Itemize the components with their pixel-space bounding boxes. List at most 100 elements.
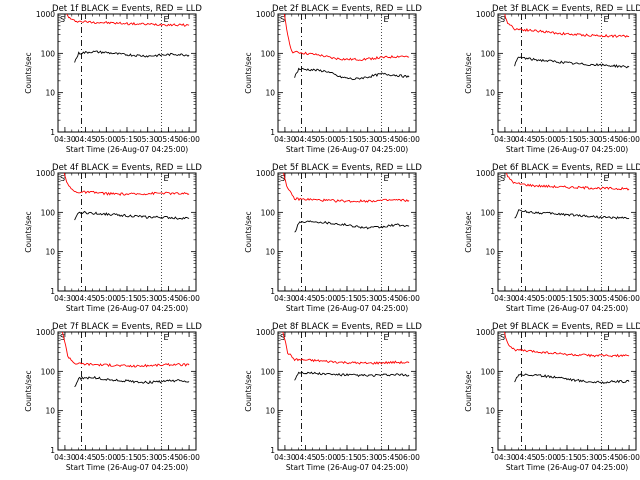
y-axis-label: Counts/sec (464, 370, 473, 411)
plot-frame (497, 13, 637, 133)
x-tick-label: 05:45 (598, 135, 620, 144)
y-tick-label: 1000 (476, 328, 495, 337)
start-marker-label: S (60, 15, 65, 24)
start-marker-label: S (500, 174, 505, 183)
x-tick-label: 05:00 (95, 453, 117, 462)
y-tick-label: 1 (490, 128, 495, 137)
x-axis-label: Start Time (26-Aug-07 04:25:00) (286, 304, 408, 313)
series-lld-red (282, 332, 410, 365)
series-lld-red (66, 14, 190, 27)
x-axis-label: Start Time (26-Aug-07 04:25:00) (506, 304, 628, 313)
y-tick-label: 1000 (256, 328, 275, 337)
start-marker-label: S (500, 15, 505, 24)
y-tick-label: 1000 (36, 328, 55, 337)
x-tick-label: 05:15 (336, 135, 358, 144)
x-tick-label: 05:30 (357, 294, 379, 303)
start-marker-label: S (60, 174, 65, 183)
end-marker-label: E (604, 174, 609, 183)
y-tick-label: 100 (481, 367, 496, 376)
y-tick-label: 1000 (36, 169, 55, 178)
x-tick-label: 05:00 (535, 294, 557, 303)
x-tick-label: 06:00 (398, 135, 420, 144)
x-tick-label: 06:00 (618, 294, 640, 303)
x-tick-label: 04:30 (274, 294, 296, 303)
end-marker-label: E (164, 15, 169, 24)
x-tick-label: 05:00 (535, 135, 557, 144)
end-marker-label: E (384, 333, 389, 342)
end-marker-label: E (164, 174, 169, 183)
y-tick-label: 100 (481, 208, 496, 217)
series-lld-red (63, 173, 190, 196)
x-tick-label: 05:15 (336, 294, 358, 303)
y-tick-label: 10 (265, 89, 275, 98)
y-tick-label: 10 (485, 248, 495, 257)
x-tick-label: 06:00 (398, 453, 420, 462)
panel-det-2: Det 2f BLACK = Events, RED = LLD 1 10 100 10… (244, 4, 422, 154)
y-axis-label: Counts/sec (244, 211, 253, 252)
x-tick-label: 05:30 (137, 453, 159, 462)
y-tick-label: 10 (265, 407, 275, 416)
x-tick-label: 05:15 (556, 453, 578, 462)
series-lld-red (504, 14, 630, 38)
end-marker-label: E (164, 333, 169, 342)
panel-det-1: Det 1f BLACK = Events, RED = LLD 1 10 100 10… (24, 4, 202, 154)
y-tick-label: 10 (265, 248, 275, 257)
series-events-black (294, 220, 410, 233)
y-tick-label: 1 (50, 128, 55, 137)
x-tick-label: 05:00 (95, 294, 117, 303)
y-tick-label: 1 (270, 128, 275, 137)
y-tick-label: 1000 (476, 169, 495, 178)
x-axis-label: Start Time (26-Aug-07 04:25:00) (66, 304, 188, 313)
series-lld-red (283, 14, 410, 61)
x-tick-label: 05:15 (556, 294, 578, 303)
x-axis-label: Start Time (26-Aug-07 04:25:00) (286, 145, 408, 154)
y-tick-label: 10 (45, 248, 55, 257)
series-events-black (74, 210, 190, 221)
x-axis-label: Start Time (26-Aug-07 04:25:00) (66, 145, 188, 154)
y-axis-label: Counts/sec (464, 52, 473, 93)
series-events-black (514, 209, 630, 220)
y-tick-label: 1 (50, 287, 55, 296)
start-marker-label: S (60, 333, 65, 342)
x-tick-label: 05:30 (577, 294, 599, 303)
x-tick-label: 04:45 (75, 294, 97, 303)
x-tick-label: 04:30 (54, 135, 76, 144)
x-axis-label: Start Time (26-Aug-07 04:25:00) (66, 463, 188, 472)
plot-frame (57, 172, 197, 292)
series-lld-red (283, 173, 410, 203)
x-tick-label: 05:30 (577, 453, 599, 462)
series-events-black (74, 50, 190, 63)
x-tick-label: 04:45 (75, 453, 97, 462)
series-lld-red (503, 332, 630, 358)
x-tick-label: 04:30 (494, 453, 516, 462)
y-tick-label: 100 (41, 208, 56, 217)
y-tick-label: 100 (261, 208, 276, 217)
x-tick-label: 05:15 (116, 135, 138, 144)
series-events-black (294, 67, 410, 81)
plot-frame (277, 172, 417, 292)
x-tick-label: 05:15 (116, 294, 138, 303)
y-tick-label: 1000 (476, 10, 495, 19)
plot-frame (277, 13, 417, 133)
end-marker-label: E (384, 174, 389, 183)
start-marker-label: S (280, 174, 285, 183)
x-tick-label: 04:30 (54, 294, 76, 303)
x-tick-label: 05:45 (378, 294, 400, 303)
plot-frame (57, 13, 197, 133)
x-tick-label: 04:45 (295, 135, 317, 144)
start-marker-label: S (280, 333, 285, 342)
x-tick-label: 06:00 (618, 135, 640, 144)
series-events-black (74, 375, 190, 388)
x-tick-label: 04:45 (515, 453, 537, 462)
x-tick-label: 04:30 (274, 135, 296, 144)
end-marker-label: E (384, 15, 389, 24)
start-marker-label: S (280, 15, 285, 24)
x-tick-label: 05:15 (336, 453, 358, 462)
x-tick-label: 04:45 (295, 294, 317, 303)
y-axis-label: Counts/sec (464, 211, 473, 252)
y-tick-label: 1000 (256, 10, 275, 19)
x-tick-label: 05:30 (577, 135, 599, 144)
plot-frame (57, 331, 197, 451)
x-tick-label: 04:45 (295, 453, 317, 462)
y-axis-label: Counts/sec (244, 370, 253, 411)
